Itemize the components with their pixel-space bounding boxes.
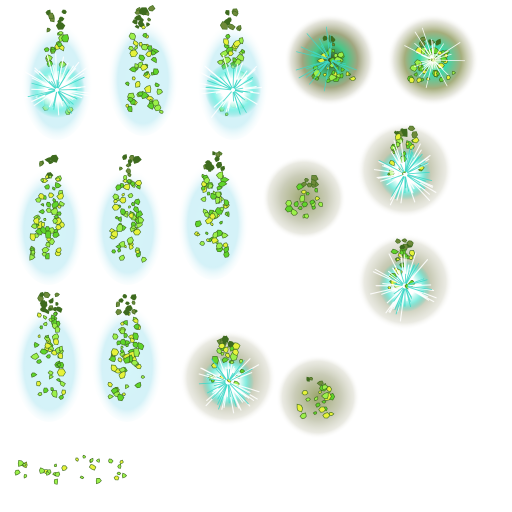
halo-glow (180, 330, 276, 426)
sprite-frame-embers (75, 454, 128, 485)
sprite-frame-plume (92, 154, 164, 285)
halo-glow (387, 14, 479, 106)
aura-glow (197, 16, 269, 140)
sprite-frame-embers (14, 459, 68, 485)
sprite-frame-plume (13, 154, 85, 285)
sprite-frame-orb-burst (357, 122, 453, 218)
core-flash (379, 260, 431, 312)
aura-glow (13, 161, 85, 285)
aura-glow (177, 156, 249, 280)
halo-glow (357, 122, 453, 218)
halo-glow (357, 234, 453, 330)
halo-glow (284, 14, 376, 106)
halo-glow (262, 156, 346, 240)
sprite-frame-orb-burst (357, 234, 453, 330)
aura-glow (91, 298, 163, 422)
sprite-frame-orb-dark (284, 14, 376, 106)
aura-glow (107, 12, 179, 136)
core-flash (202, 356, 254, 408)
sprite-frame-orb-fade (262, 156, 346, 240)
sprite-frame-plume (177, 150, 249, 280)
aura-glow (21, 16, 93, 140)
sprite-frame-plume-burst (21, 9, 93, 140)
core-flash (205, 62, 261, 118)
sprite-frame-plume-burst (195, 8, 269, 140)
halo-glow (276, 355, 360, 439)
sprite-frame-orb-burst (180, 330, 276, 426)
core-flash (29, 62, 85, 118)
core-flash (379, 148, 431, 200)
aura-glow (92, 161, 164, 285)
aura-glow (13, 298, 85, 422)
sprite-frame-plume (13, 291, 85, 422)
sprite-frame-orb-fade (276, 355, 360, 439)
sprite-frame-orb-bright (387, 14, 479, 106)
sprite-frame-plume (91, 293, 163, 422)
sprite-frame-plume (107, 5, 179, 136)
